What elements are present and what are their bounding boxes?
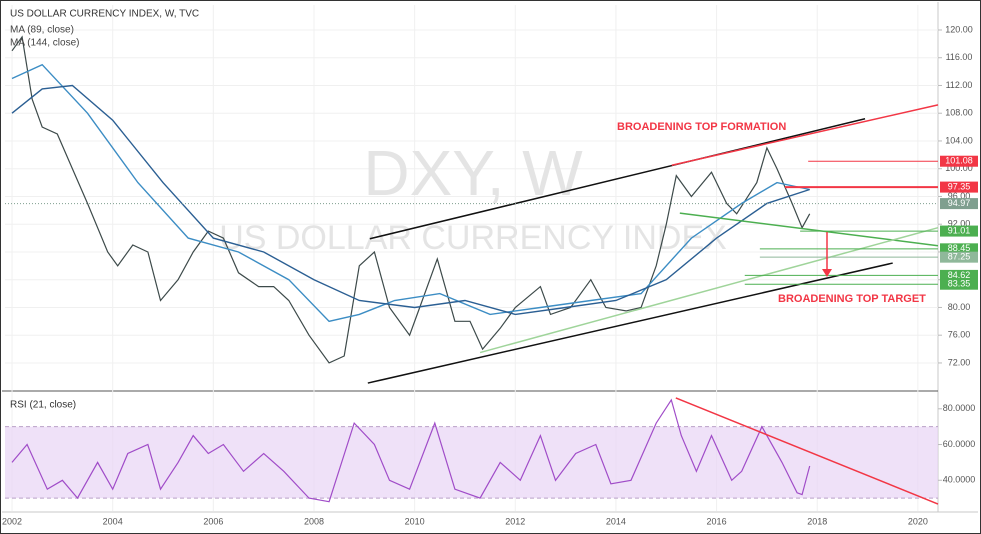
- trend-line: [671, 104, 939, 166]
- y-tick-label: 76.00: [948, 330, 971, 340]
- legend-entry: MA (144, close): [10, 38, 79, 49]
- level-tag: [940, 278, 978, 290]
- x-tick-label: 2010: [405, 516, 425, 526]
- y-tick-label: 120.00: [945, 24, 973, 34]
- level-label: 94.97: [948, 198, 971, 208]
- y-tick-label: 72.00: [948, 357, 971, 367]
- level-label: 87.25: [948, 252, 971, 262]
- x-tick-label: 2002: [2, 516, 22, 526]
- level-tag: [940, 155, 978, 167]
- pane-title: US DOLLAR CURRENCY INDEX, W, TVC: [10, 9, 199, 20]
- trend-line: [679, 212, 939, 247]
- x-tick-label: 2012: [505, 516, 525, 526]
- annotation: BROADENING TOP FORMATION: [617, 121, 786, 133]
- legend-entry: MA (89, close): [10, 25, 74, 36]
- y-tick-label: 80.0000: [943, 403, 976, 413]
- series-line: [11, 84, 810, 316]
- rsi-band: [5, 426, 938, 499]
- target-arrow: [822, 232, 832, 277]
- series-line: [11, 398, 811, 503]
- trend-line: [367, 262, 893, 384]
- y-tick-label: 112.00: [946, 80, 973, 90]
- y-tick-label: 96.00: [948, 191, 971, 201]
- level-label: 84.62: [948, 270, 971, 280]
- x-tick-label: 2020: [908, 516, 928, 526]
- level-label: 91.01: [948, 225, 971, 235]
- y-tick-label: 80.00: [948, 302, 971, 312]
- x-tick-label: 2014: [606, 516, 626, 526]
- level-tag: [940, 181, 978, 193]
- plot-layer: 72.0076.0080.0084.0088.0092.0096.00100.0…: [2, 5, 978, 526]
- x-tick-label: 2008: [304, 516, 324, 526]
- level-tag: [940, 225, 978, 237]
- pane-title: RSI (21, close): [10, 400, 76, 411]
- y-tick-label: 40.0000: [943, 475, 976, 485]
- y-tick-label: 92.00: [948, 219, 971, 229]
- series-line: [11, 35, 811, 364]
- x-tick-label: 2016: [707, 516, 727, 526]
- watermark-subtitle: US DOLLAR CURRENCY INDEX: [219, 219, 727, 257]
- trend-line: [369, 118, 866, 240]
- x-tick-label: 2006: [203, 516, 223, 526]
- level-tag: [940, 269, 978, 281]
- level-label: 83.35: [948, 279, 971, 289]
- series-line: [11, 63, 810, 323]
- level-label: 88.45: [948, 243, 971, 253]
- y-tick-label: 100.00: [945, 163, 973, 173]
- level-tag: [940, 243, 978, 255]
- x-tick-label: 2018: [807, 516, 827, 526]
- annotation: BROADENING TOP TARGET: [778, 293, 926, 305]
- level-tag: [940, 198, 978, 210]
- y-tick-label: 116.00: [946, 52, 973, 62]
- y-tick-label: 108.00: [945, 108, 973, 118]
- trend-line: [675, 397, 939, 505]
- level-label: 97.35: [948, 181, 971, 191]
- x-tick-label: 2004: [103, 516, 123, 526]
- y-tick-label: 104.00: [945, 135, 973, 145]
- watermark: DXY, W: [363, 137, 583, 209]
- level-tag: [940, 251, 978, 263]
- y-tick-label: 60.0000: [943, 439, 976, 449]
- level-label: 101.08: [945, 156, 973, 166]
